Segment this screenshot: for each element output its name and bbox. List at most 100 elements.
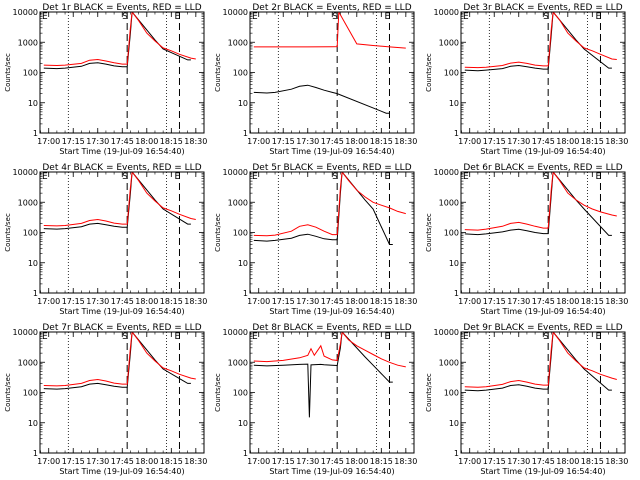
x-tick-label: 18:00 — [135, 457, 158, 466]
x-tick-label: 17:45 — [321, 137, 344, 146]
y-tick-label: 100 — [444, 69, 459, 78]
panel-title: Det 3r BLACK = Events, RED = LLD — [463, 3, 622, 13]
x-tick-label: 18:00 — [345, 137, 368, 146]
y-tick-label: 100 — [23, 69, 38, 78]
y-tick-label: 1000 — [228, 358, 248, 367]
marker-label-s: S — [332, 332, 338, 342]
y-tick-label: 1 — [243, 289, 248, 298]
x-tick-label: 17:15 — [272, 457, 295, 466]
y-tick-label: 10 — [238, 99, 248, 108]
x-axis-label: Start Time (19-Jul-09 16:54:40) — [269, 147, 394, 156]
events-series — [43, 172, 191, 230]
x-tick-label: 18:15 — [370, 137, 393, 146]
y-axis-label: Counts/sec — [214, 373, 222, 412]
y-tick-label: 10 — [28, 259, 38, 268]
y-tick-label: 1000 — [439, 38, 459, 47]
events-series — [43, 332, 191, 390]
x-tick-label: 17:15 — [62, 457, 85, 466]
marker-label-s: S — [543, 332, 549, 342]
x-tick-label: 17:30 — [296, 457, 319, 466]
x-tick-label: 17:00 — [458, 297, 481, 306]
y-tick-label: 10 — [238, 259, 248, 268]
x-tick-label: 18:00 — [135, 137, 158, 146]
x-tick-label: 17:00 — [247, 457, 270, 466]
events-series — [464, 332, 612, 392]
x-tick-label: 18:15 — [160, 137, 183, 146]
x-tick-label: 17:45 — [111, 137, 134, 146]
x-tick-label: 17:15 — [272, 297, 295, 306]
x-tick-label: 18:15 — [581, 297, 604, 306]
y-tick-label: 1000 — [439, 358, 459, 367]
y-tick-label: 10 — [28, 99, 38, 108]
x-tick-label: 17:30 — [296, 137, 319, 146]
marker-label-s: S — [332, 12, 338, 22]
x-tick-label: 17:30 — [86, 457, 109, 466]
x-tick-label: 18:15 — [581, 137, 604, 146]
y-tick-label: 10 — [449, 99, 459, 108]
y-tick-label: 1 — [454, 449, 459, 458]
corner-label: E — [42, 172, 48, 182]
x-tick-label: 18:30 — [184, 297, 207, 306]
panel-title: Det 8r BLACK = Events, RED = LLD — [252, 323, 411, 333]
x-axis-label: Start Time (19-Jul-09 16:54:40) — [59, 467, 184, 476]
x-tick-label: 17:45 — [532, 297, 555, 306]
y-tick-label: 10000 — [13, 168, 38, 177]
x-tick-label: 17:00 — [37, 137, 60, 146]
x-tick-label: 18:00 — [345, 457, 368, 466]
panel-title: Det 7r BLACK = Events, RED = LLD — [42, 323, 201, 333]
y-tick-label: 100 — [444, 389, 459, 398]
marker-label-s: S — [543, 12, 549, 22]
marker-label-s: S — [122, 172, 128, 182]
y-tick-label: 10 — [28, 419, 38, 428]
y-tick-label: 10000 — [13, 328, 38, 337]
lld-series — [253, 12, 406, 49]
x-axis-label: Start Time (19-Jul-09 16:54:40) — [480, 147, 605, 156]
x-axis-label: Start Time (19-Jul-09 16:54:40) — [269, 307, 394, 316]
y-tick-label: 10000 — [223, 328, 248, 337]
y-tick-label: 100 — [23, 389, 38, 398]
marker-label-e: E — [595, 332, 601, 342]
lld-series — [253, 332, 406, 368]
events-series — [253, 84, 390, 114]
y-axis-label: Counts/sec — [4, 373, 12, 412]
x-tick-label: 17:00 — [247, 137, 270, 146]
y-axis-label: Counts/sec — [214, 53, 222, 92]
x-tick-label: 17:45 — [532, 137, 555, 146]
x-tick-label: 18:30 — [605, 297, 628, 306]
x-tick-label: 17:30 — [86, 297, 109, 306]
y-tick-label: 1000 — [439, 198, 459, 207]
events-series — [253, 332, 393, 418]
panel-title: Det 4r BLACK = Events, RED = LLD — [42, 163, 201, 173]
y-tick-label: 1 — [33, 449, 38, 458]
x-tick-label: 17:45 — [532, 457, 555, 466]
lld-series — [43, 172, 196, 227]
y-tick-label: 10 — [238, 419, 248, 428]
y-axis-label: Counts/sec — [214, 213, 222, 252]
x-tick-label: 18:00 — [135, 297, 158, 306]
x-tick-label: 17:45 — [321, 297, 344, 306]
y-tick-label: 10000 — [434, 328, 459, 337]
x-axis-label: Start Time (19-Jul-09 16:54:40) — [269, 467, 394, 476]
events-series — [464, 172, 612, 236]
x-tick-label: 17:30 — [86, 137, 109, 146]
x-tick-label: 18:00 — [345, 297, 368, 306]
x-tick-label: 18:15 — [160, 457, 183, 466]
x-tick-label: 18:15 — [581, 457, 604, 466]
panel-title: Det 2r BLACK = Events, RED = LLD — [252, 3, 411, 13]
corner-label: E — [252, 12, 258, 22]
marker-label-s: S — [122, 12, 128, 22]
lld-series — [43, 332, 196, 387]
x-tick-label: 18:00 — [556, 137, 579, 146]
x-tick-label: 17:15 — [483, 297, 506, 306]
y-tick-label: 10000 — [13, 8, 38, 17]
y-tick-label: 10000 — [434, 168, 459, 177]
x-tick-label: 17:00 — [37, 297, 60, 306]
y-tick-label: 1 — [454, 129, 459, 138]
y-tick-label: 10000 — [223, 168, 248, 177]
corner-label: E — [42, 12, 48, 22]
marker-label-e: E — [174, 332, 180, 342]
